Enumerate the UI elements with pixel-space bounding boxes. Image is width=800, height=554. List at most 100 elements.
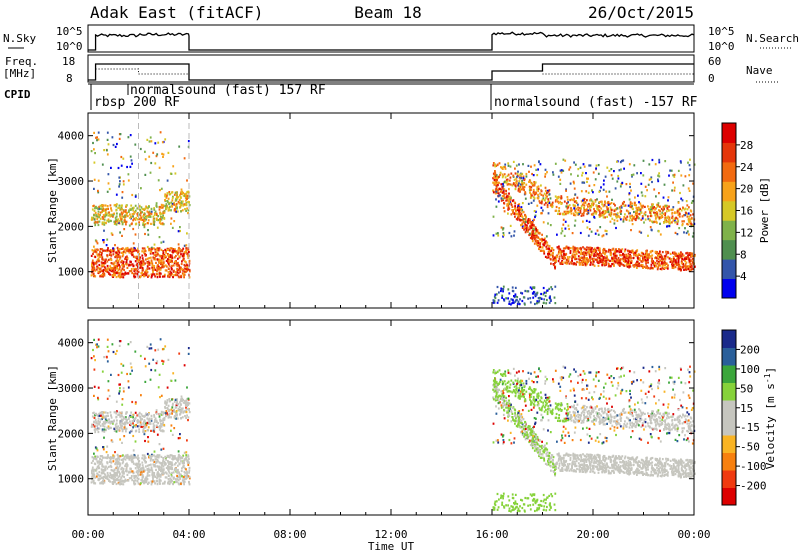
power-cell (591, 189, 593, 192)
power-cell (651, 220, 653, 223)
power-cell (495, 190, 498, 193)
velocity-cell (137, 466, 140, 469)
velocity-cell (129, 456, 131, 460)
velocity-cell (184, 458, 187, 461)
power-cell (585, 253, 588, 256)
velocity-cell (110, 414, 112, 417)
power-cell (629, 182, 631, 185)
power-cell (125, 223, 127, 226)
power-cell (552, 173, 555, 176)
power-cell (494, 296, 497, 299)
power-cell (521, 225, 524, 228)
velocity-cell (185, 454, 188, 457)
power-cell (160, 218, 163, 221)
velocity-cell (108, 475, 111, 478)
power-cell (565, 258, 568, 261)
power-cell (582, 220, 584, 223)
power-cell (542, 293, 545, 296)
power-cell (544, 199, 546, 202)
power-cell (177, 275, 180, 278)
power-cell (651, 180, 653, 184)
power-cell (692, 182, 694, 185)
power-cell (554, 302, 557, 305)
power-cell (508, 179, 511, 182)
power-cell (689, 268, 692, 271)
power-cell (180, 262, 183, 266)
power-cell (651, 259, 653, 262)
velocity-cell (112, 422, 114, 425)
power-cell (503, 192, 506, 195)
power-cell (664, 204, 666, 207)
power-cell (112, 247, 115, 250)
power-cell (498, 162, 501, 165)
velocity-cell (118, 390, 121, 393)
velocity-cell (149, 343, 152, 346)
power-cell (673, 173, 676, 176)
velocity-cell (127, 417, 130, 420)
power-cell (516, 298, 518, 302)
power-cell (499, 173, 501, 177)
velocity-cell (179, 436, 181, 440)
colorbar-tick-label: 28 (740, 139, 753, 152)
power-cell (622, 253, 624, 256)
power-cell (504, 176, 507, 179)
power-cell (682, 265, 685, 268)
power-cell (680, 252, 683, 255)
power-cell (683, 214, 685, 217)
power-cell (114, 244, 116, 247)
power-cell (616, 180, 619, 183)
power-cell (144, 274, 147, 277)
power-cell (643, 256, 646, 259)
velocity-cell (182, 462, 184, 465)
power-cell (667, 196, 670, 199)
power-cell (112, 250, 115, 253)
power-cell (534, 232, 537, 235)
velocity-cell (109, 457, 112, 460)
power-cell (126, 165, 128, 169)
power-cell (526, 220, 529, 223)
velocity-cell (102, 415, 105, 418)
power-cell (623, 264, 626, 267)
power-cell (506, 180, 509, 183)
power-cell (548, 252, 551, 255)
power-cell (593, 249, 596, 252)
velocity-cell (115, 412, 118, 415)
velocity-cell (125, 430, 127, 433)
power-cell (97, 223, 100, 227)
power-cell (162, 252, 165, 255)
velocity-cell (145, 479, 148, 482)
velocity-cell (144, 481, 147, 484)
velocity-cell (184, 471, 187, 474)
power-cell (532, 231, 534, 234)
power-cell (537, 168, 539, 171)
power-cell (187, 140, 190, 143)
power-cell (562, 158, 565, 161)
velocity-cell (142, 429, 145, 432)
power-cell (529, 286, 532, 289)
power-cell (573, 207, 576, 210)
power-cell (91, 271, 93, 274)
power-cell (671, 221, 673, 224)
power-cell (147, 260, 150, 263)
velocity-cell (188, 483, 191, 486)
velocity-cell (138, 411, 141, 414)
power-cell (637, 215, 639, 218)
velocity-cell (119, 423, 122, 426)
power-cell (578, 261, 580, 264)
nsearch-tick-top: 10^5 (708, 25, 735, 38)
velocity-cell (167, 470, 170, 473)
power-cell (632, 215, 635, 219)
power-cell (136, 269, 139, 272)
power-cell (597, 172, 600, 175)
velocity-cell (129, 423, 131, 426)
power-cell (539, 242, 541, 245)
velocity-cell (153, 414, 155, 417)
velocity-cell (127, 457, 130, 460)
velocity-cell (106, 345, 109, 348)
power-cell (116, 272, 118, 275)
power-cell (540, 202, 543, 205)
power-cell (586, 203, 589, 206)
power-cell (677, 265, 680, 268)
power-cell (649, 267, 652, 270)
power-cell (627, 252, 630, 255)
